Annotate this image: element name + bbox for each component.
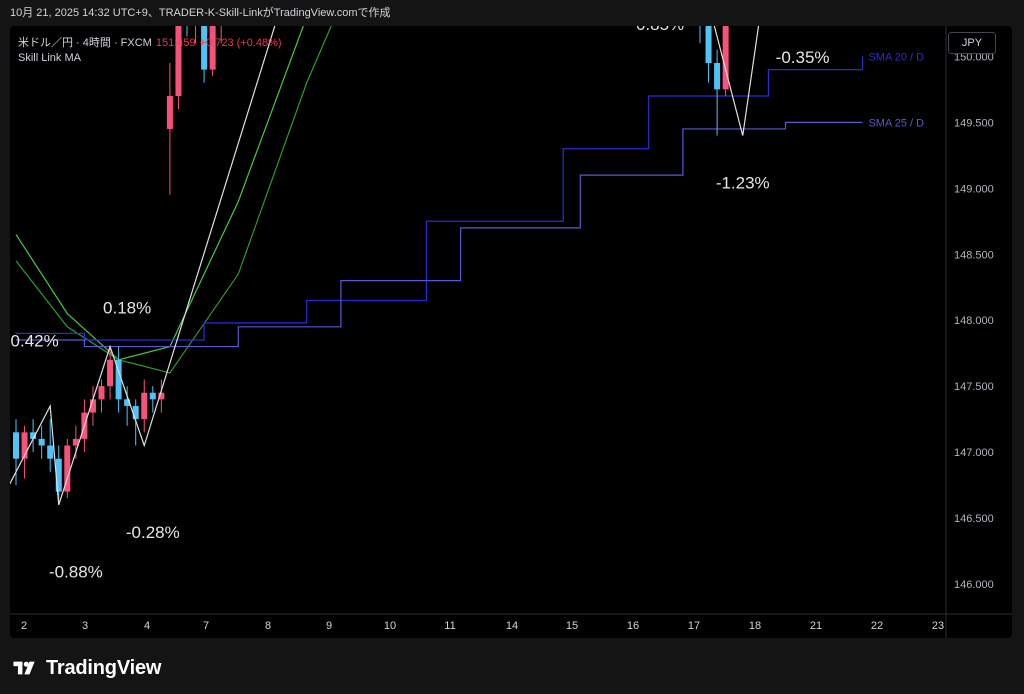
ma-label: SMA 20 / D — [868, 51, 924, 63]
candle-body — [132, 405, 139, 420]
y-tick-label: 146.500 — [954, 513, 994, 525]
y-tick-label: 148.000 — [954, 315, 994, 327]
y-tick-label: 150.000 — [954, 51, 994, 63]
candle-body — [209, 26, 216, 70]
x-tick-label: 21 — [810, 620, 822, 632]
swing-annotation: -1.23% — [716, 173, 770, 192]
footer-brand: TradingView — [46, 656, 162, 679]
footer: TradingView — [10, 654, 161, 682]
candle-body — [149, 392, 156, 400]
ma-line-1 — [15, 26, 304, 361]
candle-body — [38, 438, 45, 446]
symbol-label: 米ドル／円 · 4時間 · FXCM — [18, 37, 152, 49]
x-tick-label: 10 — [384, 620, 396, 632]
x-tick-label: 8 — [265, 620, 271, 632]
caption-bar: 10月 21, 2025 14:32 UTC+9、TRADER-K-Skill-… — [0, 0, 1024, 26]
candle-body — [175, 26, 182, 96]
legend-change: +0.723 (+0.48%) — [199, 37, 282, 49]
candle-body — [714, 62, 721, 90]
x-tick-label: 22 — [871, 620, 883, 632]
y-tick-label: 149.000 — [954, 183, 994, 195]
swing-annotation: -0.85% — [630, 26, 684, 34]
x-tick-label: 14 — [506, 620, 518, 632]
y-tick-label: 147.500 — [954, 381, 994, 393]
candle-body — [64, 445, 71, 492]
x-tick-label: 3 — [82, 620, 88, 632]
x-tick-label: 11 — [444, 620, 455, 632]
legend-price: 151.459 — [155, 37, 196, 49]
indicator-label[interactable]: Skill Link MA — [18, 52, 81, 64]
x-tick-label: 7 — [203, 620, 209, 632]
candle-body — [47, 445, 54, 459]
price-chart[interactable]: 146.000 146.500 147.000 147.500 148.000 148.5… — [10, 26, 1012, 638]
swing-annotation: -0.42% — [10, 332, 59, 351]
x-tick-label: 23 — [932, 620, 944, 632]
x-tick-label: 15 — [566, 620, 578, 632]
caption-text: 10月 21, 2025 14:32 UTC+9、TRADER-K-Skill-… — [10, 7, 391, 19]
candle-body — [72, 438, 79, 446]
currency-button[interactable]: JPY — [948, 32, 996, 54]
x-tick-label: 16 — [627, 620, 639, 632]
zigzag-line — [10, 26, 760, 506]
candle-body — [115, 359, 122, 400]
candle-body — [201, 26, 208, 70]
candle-body — [141, 392, 148, 420]
x-tick-label: 17 — [688, 620, 700, 632]
candle-body — [13, 432, 19, 459]
y-tick-label: 148.500 — [954, 249, 994, 261]
ma-line-2 — [15, 26, 332, 374]
tradingview-logo-icon — [13, 661, 35, 675]
candle-body — [158, 392, 165, 400]
x-tick-label: 4 — [144, 620, 150, 632]
ma-label: SMA 25 / D — [868, 117, 924, 129]
candle-body — [124, 399, 131, 406]
y-tick-label: 147.000 — [954, 447, 994, 459]
chart-frame[interactable]: 米ドル／円 · 4時間 · FXCM 151.459 +0.723 (+0.48%)… — [10, 26, 1012, 638]
y-tick-label: 146.000 — [954, 579, 994, 591]
swing-annotation: -0.88% — [49, 562, 103, 581]
candle-body — [98, 386, 105, 400]
swing-annotation: -0.35% — [776, 48, 830, 67]
x-tick-label: 9 — [326, 620, 332, 632]
candle-body — [21, 432, 28, 459]
candle-body — [705, 26, 712, 63]
candle-body — [166, 95, 173, 129]
candle-body — [722, 26, 729, 90]
x-tick-label: 18 — [749, 620, 761, 632]
ma-line-3 — [16, 56, 864, 341]
candle-body — [55, 458, 62, 492]
swing-annotation: 0.18% — [103, 299, 151, 318]
swing-annotation: -0.28% — [126, 523, 180, 542]
candle-body — [30, 432, 37, 439]
x-tick-label: 2 — [21, 620, 27, 632]
y-tick-label: 149.500 — [954, 117, 994, 129]
candle-body — [107, 359, 114, 387]
candle-body — [89, 399, 96, 413]
chart-legend: 米ドル／円 · 4時間 · FXCM 151.459 +0.723 (+0.48%)… — [18, 36, 282, 66]
